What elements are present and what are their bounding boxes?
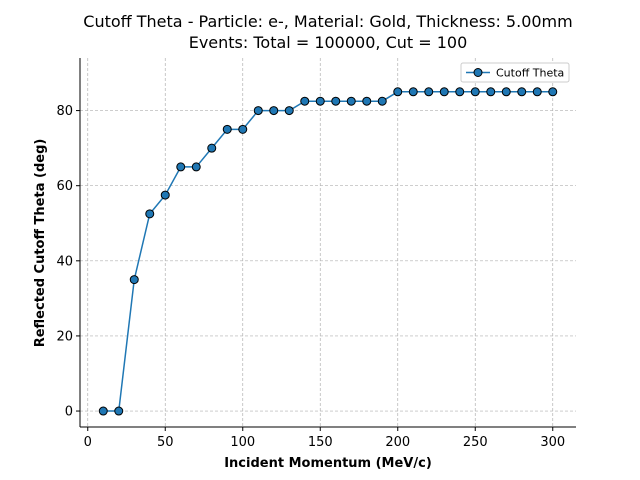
data-point bbox=[284, 106, 294, 116]
legend-label: Cutoff Theta bbox=[496, 67, 564, 80]
x-tick-label: 0 bbox=[84, 435, 92, 450]
data-point bbox=[300, 96, 310, 106]
data-point bbox=[207, 143, 217, 153]
grid-lines bbox=[80, 58, 576, 427]
data-point bbox=[455, 87, 465, 97]
x-tick-label: 300 bbox=[540, 435, 565, 450]
x-tick-label: 150 bbox=[308, 435, 333, 450]
data-point bbox=[393, 87, 403, 97]
data-point bbox=[269, 106, 279, 116]
data-point bbox=[377, 96, 387, 106]
y-tick-label: 20 bbox=[56, 329, 73, 344]
chart-title-line-1: Cutoff Theta - Particle: e-, Material: G… bbox=[83, 12, 573, 31]
data-point bbox=[470, 87, 480, 97]
x-tick-label: 50 bbox=[157, 435, 174, 450]
x-tick-label: 200 bbox=[385, 435, 410, 450]
data-point bbox=[346, 96, 356, 106]
x-ticks: 0 50 100 150 200 250 300 bbox=[84, 427, 565, 450]
legend-box bbox=[460, 62, 570, 83]
data-point bbox=[331, 96, 341, 106]
y-tick-label: 40 bbox=[56, 254, 73, 269]
data-point bbox=[548, 87, 558, 97]
data-point bbox=[362, 96, 372, 106]
data-point bbox=[439, 87, 449, 97]
data-point bbox=[176, 162, 186, 172]
data-point bbox=[501, 87, 511, 97]
data-point bbox=[222, 124, 232, 134]
y-ticks: 0 20 40 60 80 bbox=[56, 104, 80, 420]
data-point bbox=[486, 87, 496, 97]
data-point bbox=[532, 87, 542, 97]
x-tick-label: 100 bbox=[230, 435, 255, 450]
data-point bbox=[517, 87, 527, 97]
data-point bbox=[160, 190, 170, 200]
y-tick-label: 60 bbox=[56, 179, 73, 194]
legend-marker-swatch bbox=[473, 68, 483, 77]
data-point bbox=[129, 275, 139, 285]
y-tick-label: 80 bbox=[56, 104, 73, 119]
y-tick-label: 0 bbox=[65, 405, 73, 420]
data-point bbox=[145, 209, 155, 219]
data-point bbox=[114, 406, 124, 416]
axes bbox=[79, 58, 576, 428]
data-point bbox=[315, 96, 325, 106]
y-axis-label: Reflected Cutoff Theta (deg) bbox=[33, 139, 48, 348]
data-point bbox=[191, 162, 201, 172]
data-point bbox=[408, 87, 418, 97]
data-point bbox=[98, 406, 108, 416]
data-point bbox=[238, 124, 248, 134]
series-layer bbox=[98, 87, 558, 416]
chart-title-line-2: Events: Total = 100000, Cut = 100 bbox=[188, 33, 468, 52]
legend: Cutoff Theta bbox=[460, 62, 570, 83]
data-point bbox=[253, 106, 263, 116]
series-line bbox=[103, 91, 553, 412]
x-tick-label: 250 bbox=[463, 435, 488, 450]
x-axis-label: Incident Momentum (MeV/c) bbox=[224, 456, 432, 471]
data-point bbox=[424, 87, 434, 97]
